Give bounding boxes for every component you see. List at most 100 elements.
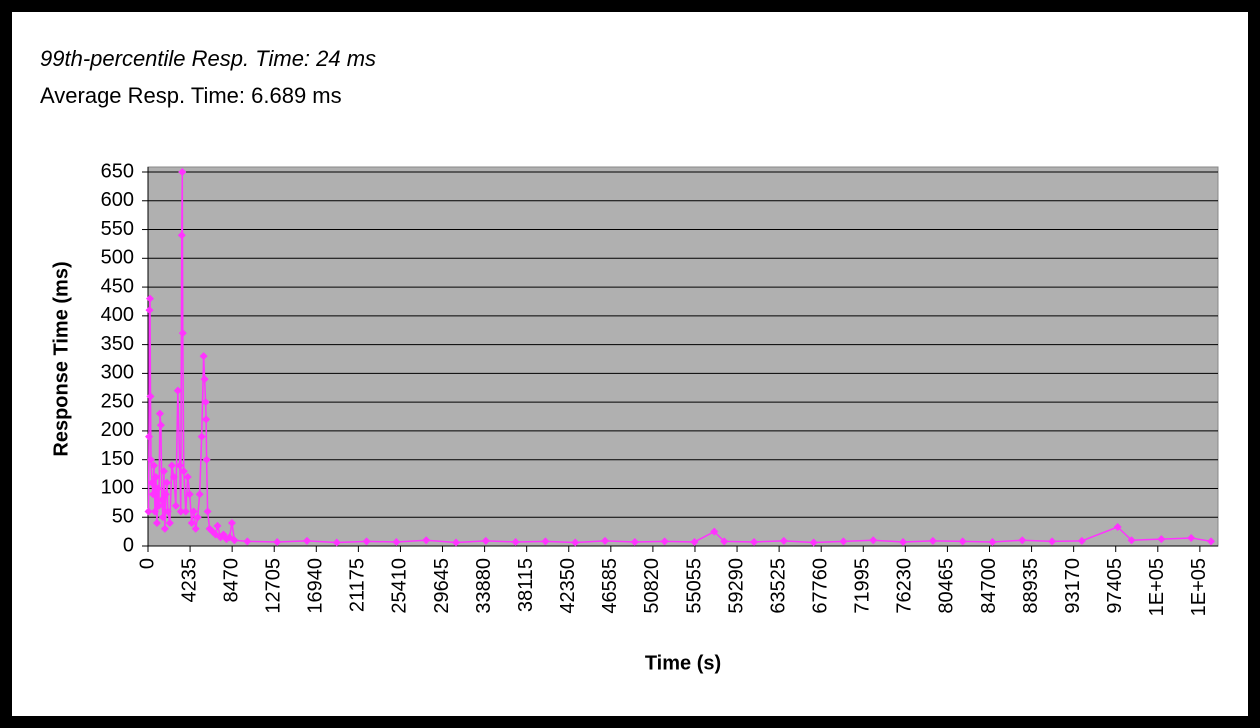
data-point — [176, 507, 185, 516]
data-point — [151, 472, 160, 481]
data-point — [690, 537, 699, 546]
x-tick-label: 97405 — [1104, 558, 1126, 614]
y-axis-title: Response Time (ms) — [50, 261, 72, 456]
data-point — [750, 537, 759, 546]
data-point — [302, 536, 311, 545]
x-tick-label: 93170 — [1062, 558, 1084, 614]
data-point — [1048, 537, 1057, 546]
data-point — [155, 409, 164, 418]
data-point — [273, 537, 282, 546]
data-point — [153, 484, 162, 493]
data-point — [451, 538, 460, 547]
data-point — [169, 472, 178, 481]
data-point — [511, 537, 520, 546]
x-tick-label: 55055 — [683, 558, 705, 614]
data-point — [160, 524, 169, 533]
chart-title: 99th-percentile Resp. Time: 24 ms — [40, 46, 376, 71]
x-tick-label: 21175 — [347, 558, 369, 612]
data-point — [183, 472, 192, 481]
data-point — [185, 490, 194, 499]
y-tick-label: 400 — [101, 304, 134, 326]
data-point — [161, 490, 170, 499]
y-tick-label: 550 — [101, 218, 134, 240]
data-point — [199, 352, 208, 361]
data-point — [159, 467, 168, 476]
data-point — [195, 490, 204, 499]
data-point — [227, 518, 236, 527]
x-tick-label: 88935 — [1020, 558, 1042, 614]
plot-area — [147, 166, 1219, 547]
y-tick-label: 0 — [123, 534, 134, 556]
y-tick-label: 150 — [101, 448, 134, 470]
y-tick-label: 650 — [101, 160, 134, 182]
data-point — [230, 536, 239, 545]
data-point — [839, 537, 848, 546]
x-tick-label: 76230 — [894, 558, 916, 614]
data-point — [720, 537, 729, 546]
data-point — [203, 507, 212, 516]
y-tick-label: 350 — [101, 333, 134, 355]
data-point — [154, 501, 163, 510]
x-tick-label: 46585 — [599, 558, 621, 614]
x-tick-label: 1E+05 — [1146, 558, 1168, 616]
x-tick-label: 25410 — [389, 558, 411, 614]
x-tick-label: 84700 — [978, 558, 1000, 614]
data-point — [148, 490, 157, 499]
x-tick-label: 50820 — [641, 558, 663, 614]
data-point — [157, 495, 166, 504]
chart-subtitle: Average Resp. Time: 6.689 ms — [40, 83, 342, 108]
data-point — [481, 536, 490, 545]
data-point — [362, 537, 371, 546]
x-tick-label: 71995 — [852, 558, 874, 614]
y-tick-label: 300 — [101, 362, 134, 384]
data-point — [145, 306, 154, 315]
x-tick-label: 33880 — [473, 558, 495, 614]
data-point — [1018, 536, 1027, 545]
data-point — [660, 537, 669, 546]
y-tick-label: 250 — [101, 390, 134, 412]
data-point — [144, 507, 153, 516]
data-point — [144, 432, 153, 441]
data-point — [147, 478, 156, 487]
data-point — [193, 513, 202, 522]
data-point — [187, 518, 196, 527]
data-point — [213, 521, 222, 530]
data-point — [1127, 536, 1136, 545]
data-point — [958, 537, 967, 546]
data-point — [779, 536, 788, 545]
data-point — [179, 467, 188, 476]
data-point — [163, 507, 172, 516]
data-point — [332, 538, 341, 547]
data-point — [869, 536, 878, 545]
data-point — [191, 524, 200, 533]
data-point — [158, 513, 167, 522]
y-tick-label: 450 — [101, 275, 134, 297]
y-tick-label: 500 — [101, 247, 134, 269]
x-tick-label: 4235 — [178, 558, 200, 603]
data-point — [165, 518, 174, 527]
data-point — [1157, 535, 1166, 544]
x-tick-label: 59290 — [725, 558, 747, 614]
x-tick-label: 67760 — [809, 558, 831, 614]
y-tick-label: 50 — [112, 506, 134, 528]
x-tick-label: 42350 — [557, 558, 579, 614]
data-point — [173, 386, 182, 395]
x-axis-title: Time (s) — [645, 652, 721, 674]
data-point — [178, 168, 187, 176]
data-point — [177, 231, 186, 240]
x-tick-label: 8470 — [220, 558, 242, 603]
data-point — [146, 392, 155, 401]
data-point — [197, 432, 206, 441]
data-point — [809, 538, 818, 547]
y-tick-label: 600 — [101, 189, 134, 211]
data-point — [181, 507, 190, 516]
data-point — [146, 455, 155, 464]
data-point — [392, 537, 401, 546]
data-point — [601, 536, 610, 545]
data-point — [152, 518, 161, 527]
data-point — [1113, 523, 1122, 532]
x-tick-label: 29645 — [431, 558, 453, 614]
x-tick-label: 63525 — [767, 558, 789, 614]
series-line — [147, 171, 1212, 544]
